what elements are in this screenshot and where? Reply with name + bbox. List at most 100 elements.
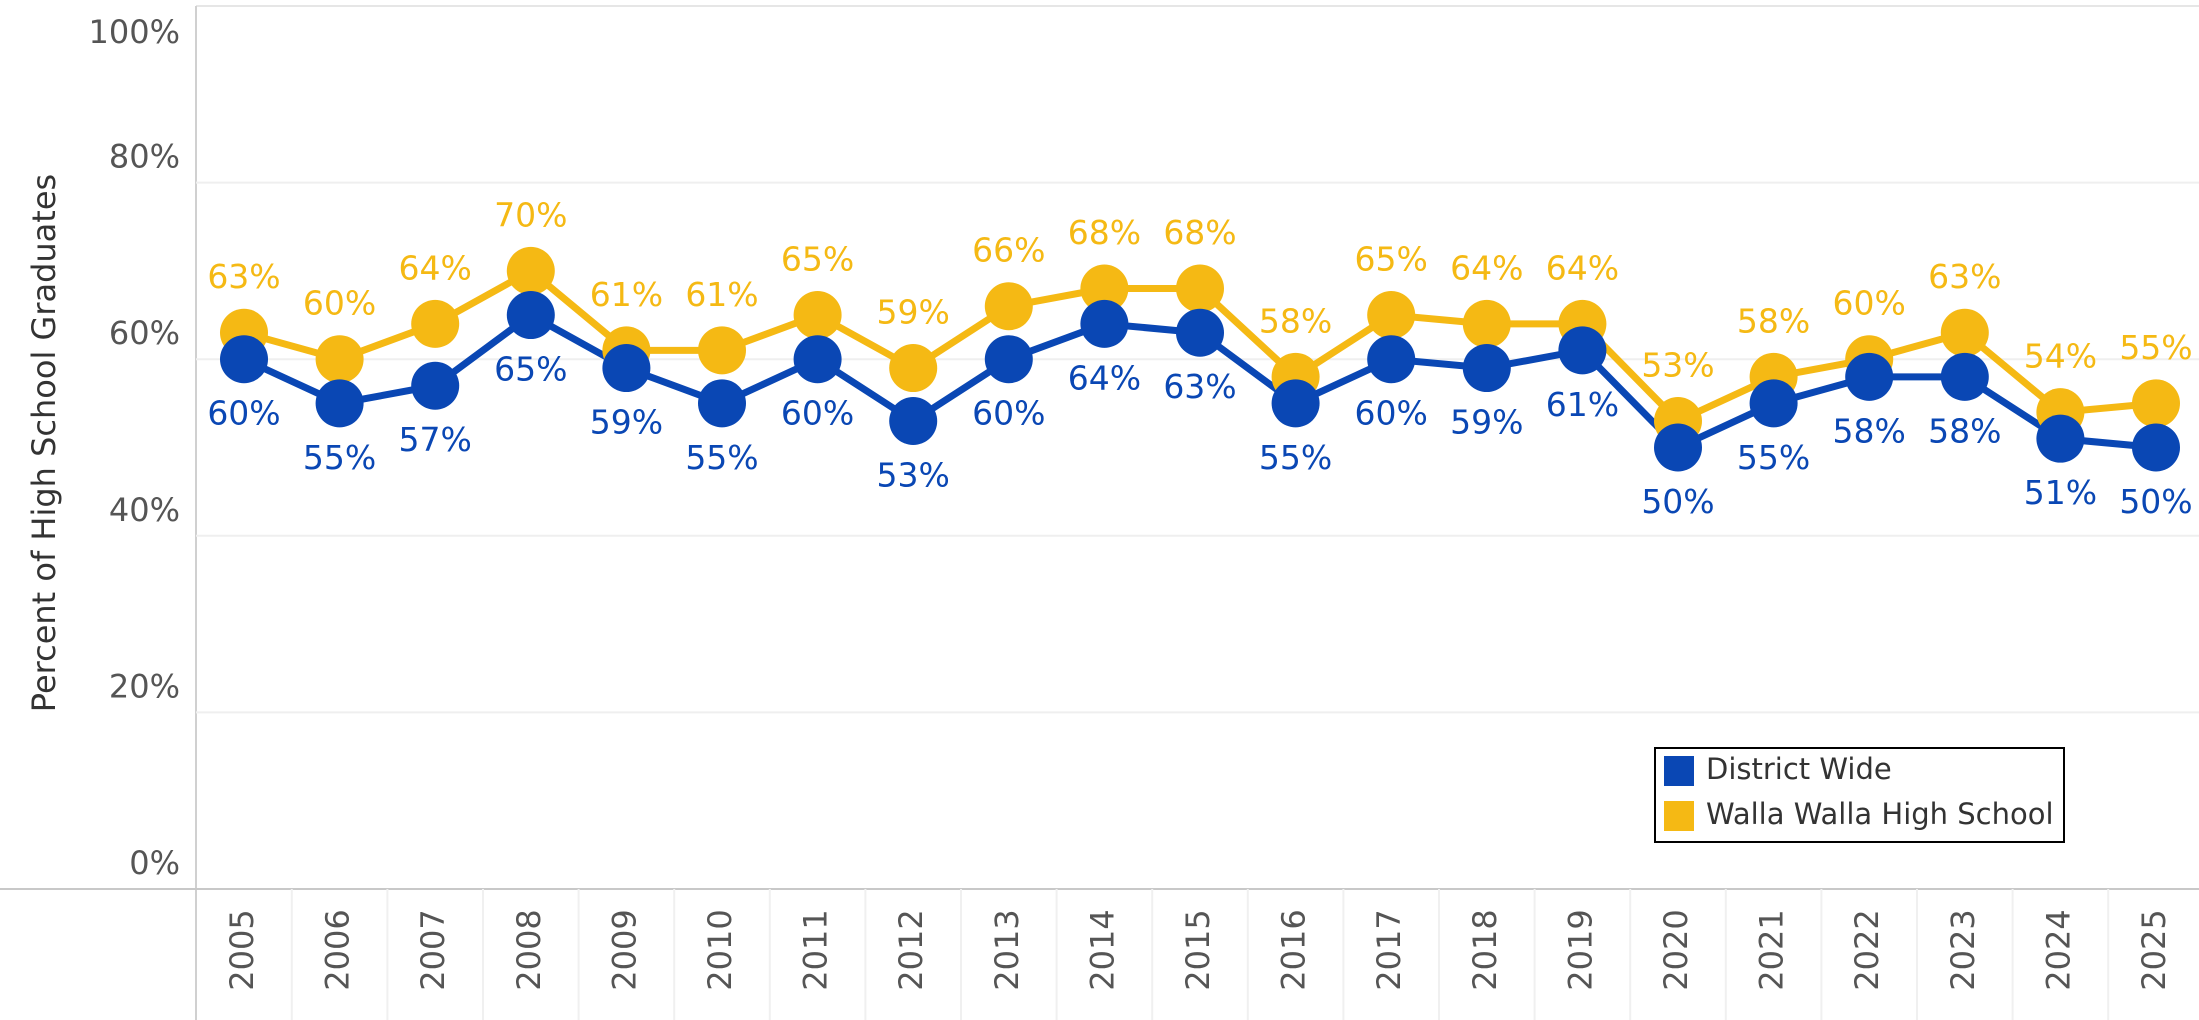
data-point xyxy=(698,379,746,428)
data-label: 60% xyxy=(207,394,280,433)
data-point xyxy=(1940,352,1989,401)
data-label: 50% xyxy=(2119,482,2192,521)
data-label: 57% xyxy=(399,420,472,459)
data-point xyxy=(1654,423,1702,472)
x-tick-label: 2017 xyxy=(1370,909,1408,990)
x-tick-label: 2020 xyxy=(1657,909,1695,990)
data-point xyxy=(984,335,1033,384)
y-tick-label: 40% xyxy=(109,491,180,529)
data-point xyxy=(1845,352,1894,401)
y-axis-title: Percent of High School Graduates xyxy=(25,174,63,712)
data-label: 61% xyxy=(1546,385,1619,424)
y-tick-label: 0% xyxy=(129,844,180,882)
data-point xyxy=(602,344,651,393)
data-point xyxy=(1080,299,1129,348)
y-tick-label: 100% xyxy=(89,13,180,51)
data-point xyxy=(1462,299,1511,348)
data-point xyxy=(1367,335,1416,384)
data-label: 60% xyxy=(1355,394,1428,433)
data-point xyxy=(2132,379,2180,428)
x-tick-label: 2008 xyxy=(510,909,548,990)
data-label: 53% xyxy=(1641,346,1714,385)
data-label: 63% xyxy=(1163,367,1236,406)
data-label: 65% xyxy=(494,350,567,389)
data-label: 55% xyxy=(1737,438,1810,477)
x-tick-label: 2024 xyxy=(2039,909,2077,990)
data-point xyxy=(698,326,746,375)
x-tick-label: 2023 xyxy=(1944,909,1982,990)
legend-label: Walla Walla High School xyxy=(1706,797,2054,831)
data-label: 61% xyxy=(590,275,663,314)
data-label: 68% xyxy=(1163,213,1236,252)
x-tick-label: 2025 xyxy=(2135,909,2173,990)
y-tick-label: 20% xyxy=(109,667,180,705)
data-label: 60% xyxy=(972,394,1045,433)
data-label: 63% xyxy=(1928,257,2001,296)
data-label: 60% xyxy=(1833,284,1906,323)
x-tick-label: 2019 xyxy=(1561,909,1599,990)
data-point xyxy=(793,335,842,384)
data-label: 58% xyxy=(1259,301,1332,340)
data-label: 59% xyxy=(590,403,663,442)
data-label: 59% xyxy=(877,293,950,332)
x-tick-label: 2006 xyxy=(319,909,357,990)
data-label: 53% xyxy=(877,456,950,495)
legend-swatch xyxy=(1664,801,1694,831)
data-label: 61% xyxy=(685,275,758,314)
data-label: 66% xyxy=(972,231,1045,270)
data-label: 64% xyxy=(1450,248,1523,287)
data-point xyxy=(1940,308,1989,357)
x-tick-label: 2005 xyxy=(223,909,261,990)
data-label: 64% xyxy=(1546,248,1619,287)
data-label: 65% xyxy=(781,240,854,279)
x-tick-label: 2009 xyxy=(605,909,643,990)
data-point xyxy=(1367,291,1416,340)
legend-label: District Wide xyxy=(1706,752,1892,786)
data-label: 54% xyxy=(2024,337,2097,376)
data-label: 55% xyxy=(1259,438,1332,477)
data-point xyxy=(1462,344,1511,393)
data-point xyxy=(1176,308,1224,357)
data-point xyxy=(220,335,268,384)
data-point xyxy=(315,335,364,384)
data-point xyxy=(2036,414,2085,463)
data-point xyxy=(984,282,1033,331)
data-point xyxy=(889,397,938,446)
data-label: 55% xyxy=(685,438,758,477)
data-label: 60% xyxy=(303,284,376,323)
data-label: 58% xyxy=(1833,411,1906,450)
data-point xyxy=(793,291,842,340)
legend-frame xyxy=(1654,747,2065,843)
x-tick-label: 2018 xyxy=(1466,909,1504,990)
data-label: 58% xyxy=(1737,301,1810,340)
data-point xyxy=(2132,423,2180,472)
legend-swatch xyxy=(1664,756,1694,786)
data-label: 63% xyxy=(207,257,280,296)
legend xyxy=(1654,747,2065,843)
x-tick-label: 2010 xyxy=(701,909,739,990)
x-tick-label: 2013 xyxy=(988,909,1026,990)
data-label: 55% xyxy=(303,438,376,477)
data-label: 70% xyxy=(494,195,567,234)
x-tick-label: 2007 xyxy=(414,909,452,990)
data-label: 64% xyxy=(399,248,472,287)
y-tick-label: 80% xyxy=(109,138,180,176)
data-point xyxy=(1749,379,1798,428)
data-label: 58% xyxy=(1928,411,2001,450)
x-tick-label: 2021 xyxy=(1753,909,1791,990)
data-point xyxy=(1080,264,1129,313)
data-point xyxy=(889,344,938,393)
data-point xyxy=(1271,379,1320,428)
x-tick-label: 2015 xyxy=(1179,909,1217,990)
data-point xyxy=(1558,326,1607,375)
x-tick-label: 2012 xyxy=(892,909,930,990)
data-label: 68% xyxy=(1068,213,1141,252)
data-label: 55% xyxy=(2119,328,2192,367)
data-point xyxy=(506,291,555,340)
data-label: 60% xyxy=(781,394,854,433)
data-point xyxy=(506,246,555,295)
x-tick-label: 2016 xyxy=(1275,909,1313,990)
x-tick-label: 2022 xyxy=(1848,909,1886,990)
data-label: 65% xyxy=(1355,240,1428,279)
